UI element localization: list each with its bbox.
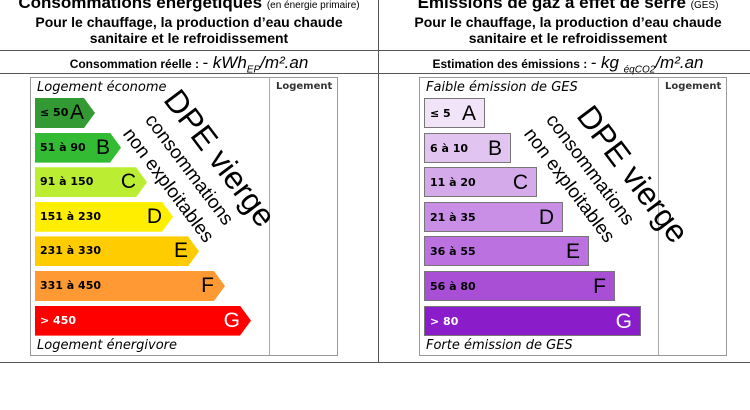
class-letter: E (173, 239, 188, 263)
top-caption: Logement économe (37, 80, 167, 95)
class-bar-f: 56 à 80 F (424, 271, 615, 301)
class-letter: G (223, 308, 240, 332)
class-letter: E (565, 240, 580, 264)
class-bar-f: 331 à 450 F (35, 271, 225, 301)
class-letter: C (512, 171, 528, 195)
ges-header: Emissions de gaz à effet de serre (GES) … (379, 0, 750, 46)
class-range: 231 à 330 (40, 244, 102, 258)
energy-measure-value: - kWh (202, 53, 247, 72)
class-bar-b: 51 à 90 B (35, 133, 121, 163)
ges-title-note: (GES) (690, 0, 719, 11)
class-letter: B (487, 136, 502, 160)
energy-measure-sub: EP (246, 64, 261, 76)
ges-measure-value: - kg (590, 53, 624, 72)
energy-header: Consommations énergétiques (en énergie p… (0, 0, 378, 46)
energy-title-note: (en énergie primaire) (266, 0, 360, 11)
logement-column-divider (658, 78, 659, 355)
class-range: 36 à 55 (430, 245, 476, 259)
energy-measure-unit: /m².an (260, 53, 309, 72)
class-letter: D (538, 205, 554, 229)
divider (0, 50, 750, 51)
bottom-caption: Forte émission de GES (426, 338, 573, 353)
class-bar-e: 231 à 330 E (35, 236, 199, 266)
class-range: 51 à 90 (40, 140, 86, 154)
class-bar-a: ≤ 5 A (424, 98, 485, 128)
class-range: 151 à 230 (40, 209, 102, 223)
class-range: ≤ 5 (430, 107, 451, 120)
class-range: 331 à 450 (40, 279, 102, 292)
energy-measure-label: Consommation réelle : (69, 57, 200, 71)
ges-measure-label: Estimation des émissions : (432, 57, 588, 71)
class-range: 91 à 150 (40, 175, 94, 189)
class-range: 21 à 35 (430, 210, 476, 224)
divider (0, 73, 750, 74)
ges-measure-unit: /m².an (655, 53, 704, 72)
bottom-caption: Logement énergivore (37, 338, 178, 353)
class-range: 6 à 10 (430, 141, 469, 155)
class-bar-g: > 450 G (35, 306, 251, 336)
class-letter: C (120, 170, 136, 194)
logement-column-header: Logement (665, 81, 722, 92)
logement-column-divider (269, 78, 270, 355)
class-bar-b: 6 à 10 B (424, 132, 511, 163)
energy-title: Consommations énergétiques (18, 0, 263, 12)
ges-label-chart: Logement Faible émission de GES Forte ém… (419, 77, 727, 356)
class-letter: B (95, 135, 110, 159)
class-letter: A (461, 102, 476, 125)
ges-measure: Estimation des émissions : - kg éqCO2/m²… (379, 53, 750, 75)
top-caption: Faible émission de GES (426, 80, 578, 95)
class-range: ≤ 50 (40, 106, 69, 119)
logement-column-header: Logement (276, 81, 333, 92)
class-range: > 450 (40, 313, 77, 327)
class-letter: F (201, 274, 214, 297)
class-bar-e: 36 à 55 E (424, 236, 589, 267)
class-bar-c: 11 à 20 C (424, 167, 537, 198)
energy-label-chart: Logement Logement économe Logement énerg… (30, 77, 338, 356)
class-range: > 80 (430, 314, 459, 328)
class-letter: D (146, 204, 162, 228)
class-range: 11 à 20 (430, 176, 476, 190)
ges-title: Emissions de gaz à effet de serre (417, 0, 686, 12)
class-bar-d: 151 à 230 D (35, 202, 173, 232)
class-range: 56 à 80 (430, 280, 476, 293)
ges-subtitle-1: Pour le chauffage, la production d’eau c… (414, 14, 722, 30)
class-letter: F (593, 275, 606, 298)
class-bar-c: 91 à 150 C (35, 167, 147, 197)
divider (0, 362, 750, 363)
class-letter: A (69, 101, 84, 124)
class-bar-g: > 80 G (424, 305, 641, 336)
class-bar-d: 21 à 35 D (424, 201, 563, 232)
class-bar-a: ≤ 50 A (35, 98, 95, 128)
energy-subtitle-1: Pour le chauffage, la production d’eau c… (35, 14, 343, 30)
energy-subtitle-2: sanitaire et le refroidissement (89, 29, 289, 46)
energy-measure: Consommation réelle : - kWhEP/m².an (0, 53, 378, 75)
class-letter: G (615, 309, 632, 333)
column-divider (378, 0, 379, 362)
ges-measure-sub: éqCO2 (623, 64, 656, 76)
ges-subtitle-2: sanitaire et le refroidissement (468, 29, 668, 46)
